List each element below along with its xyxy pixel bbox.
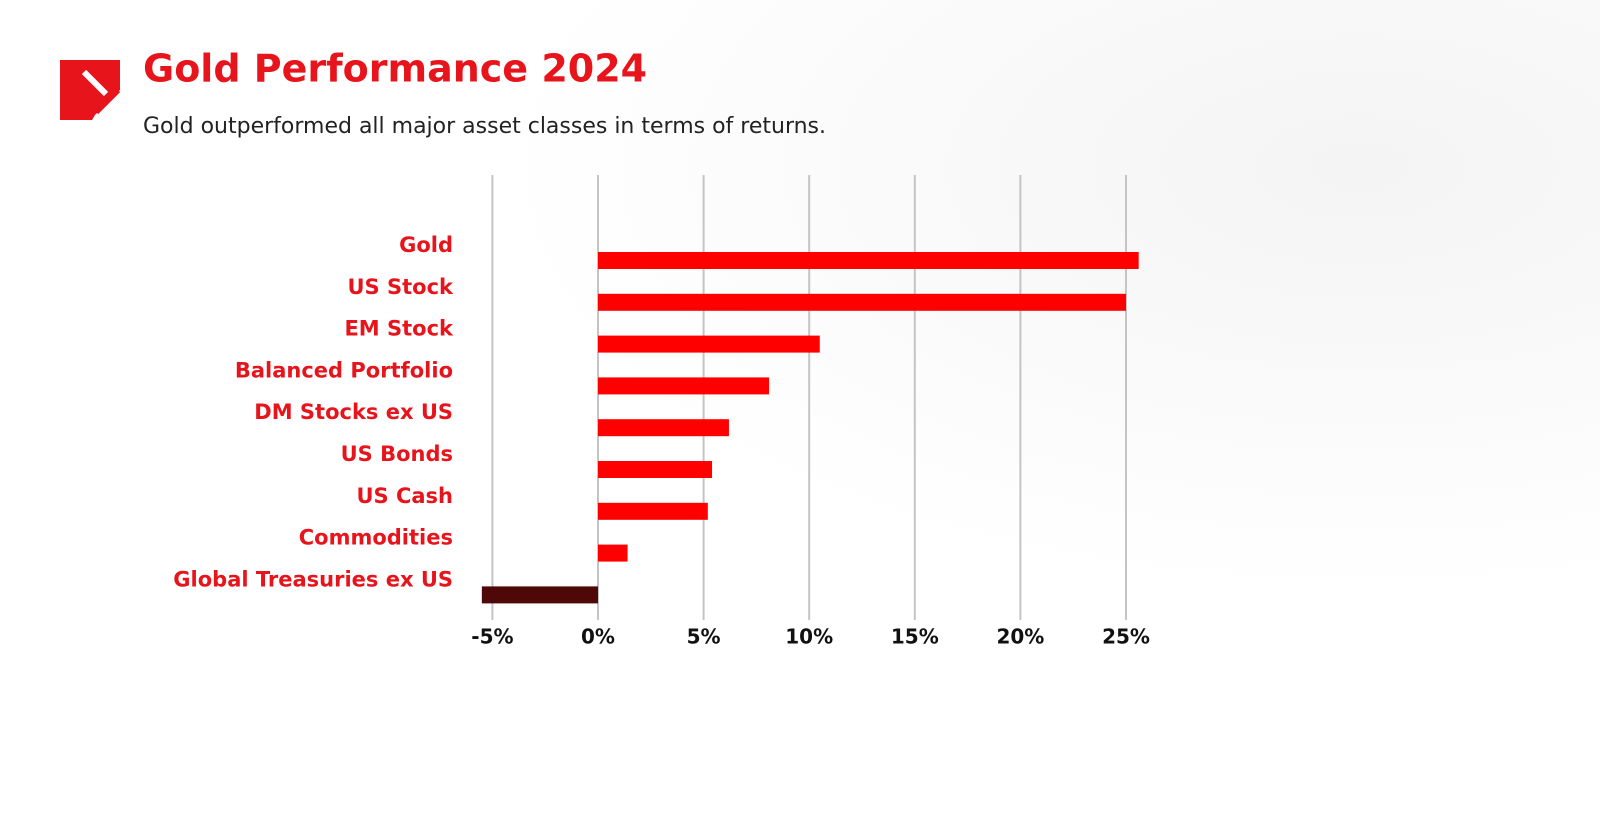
category-label: US Cash xyxy=(356,484,453,508)
bar xyxy=(598,335,820,353)
x-tick-label: 15% xyxy=(891,625,939,649)
category-label: US Stock xyxy=(348,275,455,299)
category-label: US Bonds xyxy=(341,442,453,466)
x-tick-label: 5% xyxy=(687,625,721,649)
x-tick-label: -5% xyxy=(471,625,513,649)
logo xyxy=(60,60,121,120)
chart-subtitle: Gold outperformed all major asset classe… xyxy=(143,114,826,139)
bar xyxy=(598,544,628,562)
category-label: Commodities xyxy=(299,526,453,550)
category-label: Gold xyxy=(399,233,453,257)
bar xyxy=(598,293,1126,311)
x-tick-label: 10% xyxy=(785,625,833,649)
bar xyxy=(598,252,1139,269)
category-label: Global Treasuries ex US xyxy=(173,567,453,591)
bar xyxy=(598,377,770,395)
chart-title: Gold Performance 2024 xyxy=(143,47,647,91)
category-label: EM Stock xyxy=(344,317,454,341)
category-label: DM Stocks ex US xyxy=(254,400,453,424)
bar xyxy=(598,419,729,437)
x-tick-label: 25% xyxy=(1102,625,1150,649)
x-tick-label: 0% xyxy=(581,625,615,649)
category-label: Balanced Portfolio xyxy=(235,358,453,382)
bar xyxy=(598,502,708,520)
x-tick-label: 20% xyxy=(996,625,1044,649)
bar xyxy=(598,461,713,478)
bar xyxy=(481,586,598,604)
